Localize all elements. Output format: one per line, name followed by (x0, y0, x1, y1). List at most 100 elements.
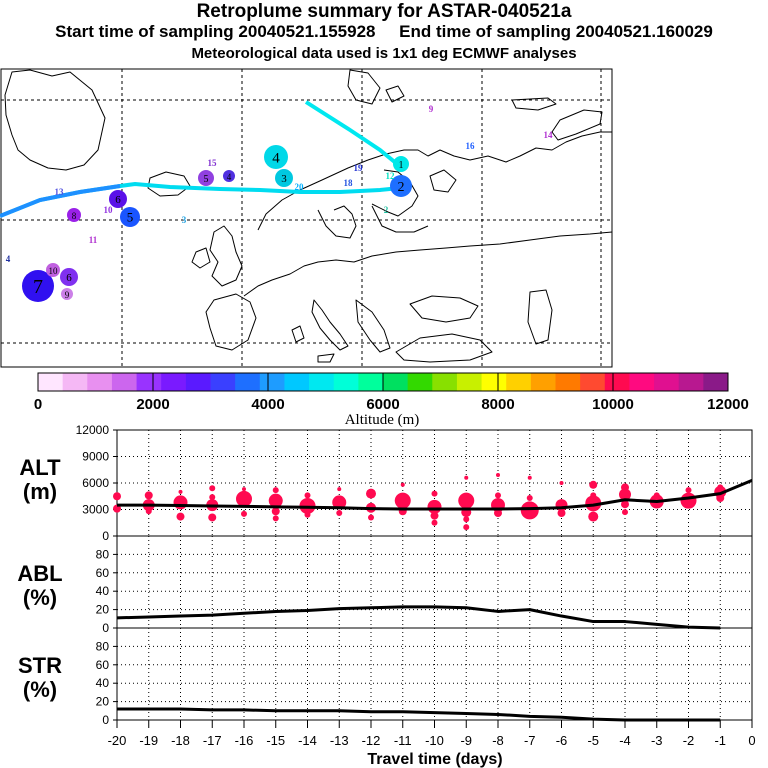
colorbar-cell (629, 373, 655, 391)
scatter-point (337, 487, 342, 492)
scatter-point (272, 487, 279, 494)
cluster-label: 11 (89, 235, 98, 245)
colorbar-tick-label: 8000 (481, 396, 514, 413)
colorbar-cell (111, 373, 138, 391)
scatter-point (585, 495, 602, 512)
scatter-point (621, 500, 629, 509)
x-axis: -20 -19 -18 -17 -16 -15 -14 -13 -12 -11 -10 -9 -8 -7-… (108, 720, 756, 768)
scatter-point (588, 511, 599, 522)
cluster-marker: 18 (344, 178, 354, 188)
cluster-marker: 5 (120, 207, 140, 227)
scatter-point (242, 487, 246, 492)
altitude-colorbar: 0 2000 4000 6000 8000 10000 12000 Altitude (m) (34, 372, 749, 428)
map-frame (0, 68, 613, 368)
cluster-marker: 5 (198, 170, 214, 186)
x-tick-label: -10 (425, 733, 444, 748)
y-tick-label: 0 (102, 713, 109, 727)
cluster-marker: 3 (275, 169, 293, 187)
colorbar-cell (456, 373, 483, 391)
cluster-circle (264, 145, 288, 169)
y-tick-label: 40 (96, 676, 110, 690)
colorbar-cell (185, 373, 211, 391)
cluster-label: 5 (204, 174, 209, 185)
scatter-point (494, 509, 502, 518)
x-tick-label: -5 (587, 733, 599, 748)
panel-frame (116, 627, 753, 721)
series-line (117, 707, 721, 722)
start-time-label: Start time of sampling 20040521.155928 (55, 22, 376, 41)
cluster-label: 1 (399, 160, 404, 171)
x-tick-label: -9 (460, 733, 472, 748)
colorbar-cell (432, 373, 458, 391)
cluster-marker: 8 (67, 208, 81, 222)
colorbar-cell (580, 373, 606, 391)
series-line (116, 605, 721, 630)
sampling-times: Start time of sampling 20040521.155928 E… (0, 22, 768, 42)
scatter-point (526, 495, 533, 502)
scatter-point (366, 488, 376, 499)
scatter-point (463, 524, 470, 531)
y-axis-label: STR (%) (18, 653, 62, 702)
cluster-label: 5 (127, 210, 134, 225)
colorbar-cell (309, 373, 335, 391)
scatter-point (430, 511, 439, 520)
cluster-marker: 3 (182, 215, 187, 225)
x-tick-label: -18 (171, 733, 190, 748)
cluster-marker: 11 (89, 235, 98, 245)
colorbar-cell (87, 373, 113, 391)
scatter-point (716, 494, 725, 503)
colorbar-cell (407, 373, 433, 391)
scatter-point (557, 509, 566, 518)
scatter-point (272, 515, 279, 522)
colorbar-cell (62, 373, 88, 391)
scatter-point (368, 514, 374, 521)
colorbar-cell (555, 373, 581, 391)
scatter-point (236, 490, 252, 507)
colorbar-cell (604, 373, 630, 391)
colorbar-cell (678, 373, 704, 391)
y-axis-label: ALT (m) (19, 455, 61, 504)
colorbar-cell (530, 373, 556, 391)
cluster-label: 8 (72, 211, 77, 221)
cluster-circle (393, 156, 409, 172)
cluster-label: 4 (272, 150, 280, 166)
cluster-label: 6 (66, 272, 72, 284)
y-tick-label: 80 (96, 639, 110, 653)
chart-title: Retroplume summary for ASTAR-040521a (196, 1, 572, 22)
scatter-point (209, 494, 216, 501)
cluster-marker: 13 (55, 187, 65, 197)
scatter-point (178, 489, 183, 494)
scatter-point (304, 511, 311, 518)
scatter-point (431, 519, 438, 526)
colorbar-cell (210, 373, 236, 391)
cluster-label: 19 (354, 163, 364, 173)
scatter-point (653, 492, 660, 499)
colorbar-tick-label: 4000 (251, 396, 284, 413)
colorbar-cell (703, 373, 729, 391)
y-tick-label: 12000 (76, 423, 110, 437)
scatter-point (145, 508, 152, 515)
cluster-circle (61, 288, 73, 300)
cluster-label: 15 (208, 158, 218, 168)
cluster-circle (46, 263, 60, 277)
colorbar-cell (358, 373, 384, 391)
x-tick-label: -19 (139, 733, 158, 748)
x-axis-label: Travel time (days) (367, 751, 502, 768)
scatter-point (268, 493, 283, 508)
cluster-marker: 10 (104, 205, 114, 215)
colorbar-cell (506, 373, 532, 391)
cluster-label: 18 (344, 178, 354, 188)
cluster-label: 7 (33, 276, 43, 298)
scatter-point (622, 509, 628, 516)
x-tick-label: -20 (108, 733, 127, 748)
cluster-marker: 10 (46, 263, 60, 277)
colorbar-cell (654, 373, 680, 391)
cluster-marker: 4 (264, 145, 288, 169)
cluster-circle (198, 170, 214, 186)
cluster-circle (67, 208, 81, 222)
scatter-point (241, 510, 247, 517)
cluster-marker: 12 (386, 171, 396, 181)
cluster-marker: 20 (295, 182, 305, 192)
scatter-point (304, 492, 311, 499)
